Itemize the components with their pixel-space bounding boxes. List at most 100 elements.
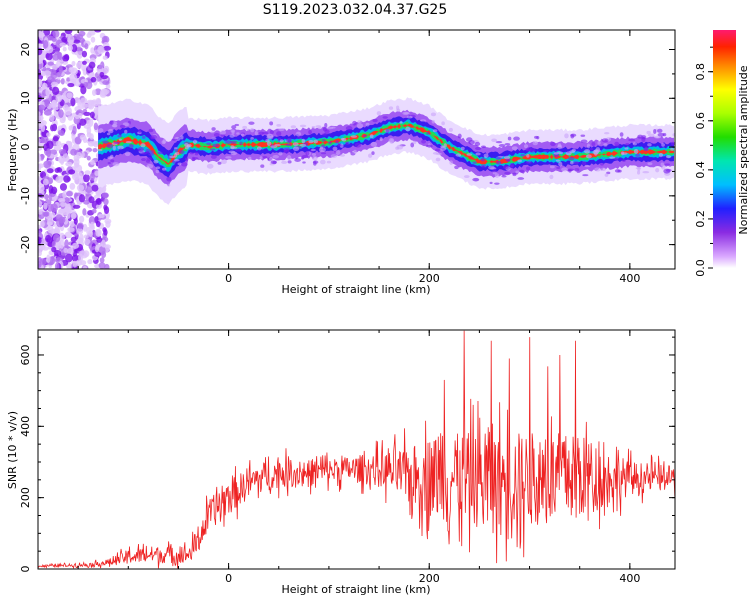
spectrogram-speckle bbox=[310, 148, 316, 152]
spectrogram-speckle bbox=[186, 143, 192, 148]
spectrogram-noise-cell bbox=[58, 109, 64, 118]
spectrogram-speckle bbox=[107, 128, 114, 134]
spectrogram-speckle bbox=[498, 144, 506, 147]
spectrogram-speckle bbox=[239, 141, 243, 145]
spectrogram-noise-cell bbox=[69, 73, 78, 83]
spectrogram-noise-cell bbox=[66, 190, 73, 197]
spectrogram-speckle bbox=[313, 139, 319, 144]
spectrogram-speckle bbox=[353, 149, 357, 154]
spectrogram-noise-cell bbox=[77, 99, 82, 108]
spectrogram-noise-cell bbox=[81, 50, 88, 58]
spectrogram-speckle bbox=[435, 152, 442, 156]
spectrogram-speckle bbox=[488, 165, 495, 170]
spectrogram-speckle bbox=[292, 146, 300, 151]
spectrogram-speckle bbox=[352, 120, 357, 126]
spectrogram-speckle bbox=[119, 124, 126, 129]
spectrogram-noise-cell bbox=[38, 142, 41, 147]
spectrogram-speckle bbox=[124, 129, 128, 134]
spectrogram-noise-cell bbox=[86, 32, 92, 38]
spectrogram-noise-cell bbox=[60, 78, 65, 85]
spectrogram-noise-cell bbox=[74, 177, 82, 185]
spectrogram-noise-cell bbox=[38, 78, 43, 88]
spectrogram-speckle bbox=[330, 154, 338, 158]
spectrogram-speckle bbox=[180, 162, 188, 167]
spectrogram-speckle bbox=[219, 130, 227, 135]
spectrogram-speckle bbox=[356, 123, 364, 129]
spectrogram-noise-cell bbox=[102, 227, 107, 233]
spectrogram-speckle bbox=[430, 112, 437, 117]
spectrogram-speckle bbox=[231, 125, 237, 130]
spectrogram-speckle bbox=[529, 147, 536, 153]
spectrogram-speckle bbox=[299, 124, 307, 128]
spectrogram-noise-cell bbox=[82, 60, 87, 65]
spectrogram-speckle bbox=[301, 154, 309, 159]
spectrogram-speckle bbox=[231, 130, 235, 135]
colorbar-label: Normalized spectral amplitude bbox=[737, 65, 750, 234]
spectrogram-noise-cell bbox=[83, 81, 89, 88]
spectrogram-speckle bbox=[279, 139, 284, 143]
spectrogram-noise-cell bbox=[75, 259, 82, 266]
spectrogram-noise-cell bbox=[43, 211, 49, 217]
spectrogram-speckle bbox=[406, 115, 413, 119]
spectrogram-speckle bbox=[350, 135, 358, 138]
y-tick-label: -10 bbox=[19, 187, 32, 205]
spectrogram-noise-cell bbox=[52, 123, 58, 132]
spectrogram-speckle bbox=[142, 135, 146, 139]
spectrogram-speckle bbox=[443, 143, 447, 148]
spectrogram-speckle bbox=[125, 140, 132, 144]
spectrogram-speckle bbox=[210, 154, 217, 159]
spectrogram-speckle bbox=[112, 162, 120, 167]
spectrogram-speckle bbox=[633, 148, 639, 154]
spectrogram-noise-cell bbox=[38, 184, 45, 192]
spectrogram-speckle bbox=[647, 133, 655, 137]
spectrogram-speckle bbox=[210, 131, 215, 134]
spectrogram-speckle bbox=[515, 170, 520, 174]
spectrogram-speckle bbox=[388, 106, 394, 110]
spectrogram-speckle bbox=[472, 161, 477, 164]
spectrogram-speckle bbox=[405, 126, 411, 132]
spectrogram-noise-cell bbox=[67, 115, 74, 121]
spectrogram-speckle bbox=[220, 134, 225, 137]
spectrogram-noise-cell bbox=[39, 220, 45, 228]
spectrogram-speckle bbox=[475, 152, 481, 156]
spectrogram-noise-cell bbox=[95, 220, 101, 228]
spectrogram-noise-cell bbox=[51, 37, 57, 42]
spectrogram-speckle bbox=[266, 135, 274, 140]
spectrogram-speckle bbox=[270, 145, 278, 149]
spectrogram-speckle bbox=[210, 148, 216, 151]
spectrogram-noise-cell bbox=[105, 84, 111, 89]
spectrogram-speckle bbox=[146, 157, 152, 161]
spectrogram-noise-cell bbox=[93, 122, 99, 131]
spectrogram-noise-cell bbox=[52, 135, 59, 142]
spectrogram-noise-cell bbox=[70, 236, 77, 243]
spectrogram-noise-cell bbox=[47, 61, 55, 66]
snr-panel: 0 200 400 0 200 400 600 Height of straight lin… bbox=[6, 329, 676, 596]
spectrogram-speckle bbox=[621, 152, 628, 155]
spectrogram-speckle bbox=[302, 161, 306, 164]
spectrogram-speckle bbox=[496, 160, 502, 165]
spectrogram-speckle bbox=[597, 140, 601, 145]
spectrogram-speckle bbox=[292, 142, 299, 147]
spectrogram-speckle bbox=[655, 168, 660, 173]
spectrogram-speckle bbox=[504, 171, 511, 175]
spectrogram-speckle bbox=[363, 134, 367, 138]
spectrogram-noise-cell bbox=[101, 250, 107, 258]
spectrogram-speckle bbox=[150, 134, 158, 140]
spectrogram-noise-cell bbox=[101, 88, 110, 95]
spectrogram-ridge-band bbox=[98, 109, 674, 187]
spectrogram-speckle bbox=[286, 147, 290, 152]
spectrogram-noise-cell bbox=[69, 182, 76, 190]
y-tick-label: 10 bbox=[19, 91, 32, 105]
spectrogram-speckle bbox=[662, 132, 667, 137]
spectrogram-noise-cell bbox=[83, 124, 91, 129]
spectrogram-speckle bbox=[647, 143, 652, 147]
spectrogram-noise-cell bbox=[88, 196, 95, 204]
spectrogram-speckle bbox=[173, 147, 178, 150]
spectrogram-noise-cell bbox=[86, 155, 91, 161]
colorbar-tick-label: 0.0 bbox=[694, 259, 707, 277]
spectrogram-speckle bbox=[345, 126, 353, 131]
spectrogram-speckle bbox=[504, 143, 511, 146]
spectrogram-noise-cell bbox=[57, 167, 63, 173]
spectrogram-speckle bbox=[274, 143, 281, 147]
spectrogram-speckle bbox=[641, 135, 647, 140]
